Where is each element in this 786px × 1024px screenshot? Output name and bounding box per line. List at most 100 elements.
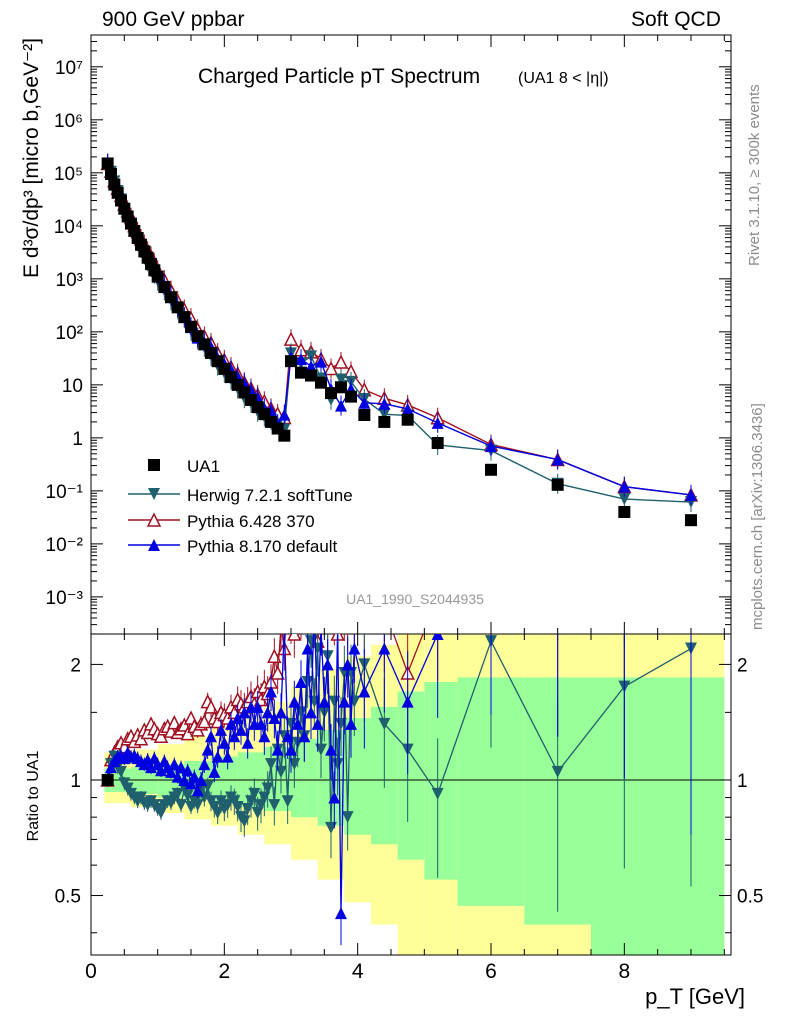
- py8-ratio-point: [305, 706, 317, 719]
- py8-ratio-point: [261, 706, 274, 719]
- py8-main-point: [278, 408, 291, 421]
- ua1-data-point: [185, 320, 197, 333]
- py8-ratio-point: [271, 743, 284, 756]
- ua1-ratio-point: [101, 773, 114, 786]
- py8-ratio-point: [165, 765, 177, 778]
- py8-ratio-point: [178, 773, 191, 786]
- py8-main-point: [401, 402, 414, 415]
- py8-ratio-point: [275, 706, 287, 719]
- py6-ratio-point: [295, 608, 307, 620]
- py8-ratio-point: [258, 730, 271, 743]
- py8-main-point: [431, 416, 444, 429]
- py8-ratio-point: [318, 695, 331, 708]
- py8-ratio-point: [145, 761, 157, 774]
- ratio-series-group: [100, 591, 697, 946]
- py8-ratio-point: [315, 621, 327, 633]
- ratio-tick-label-right: 2: [737, 655, 748, 676]
- py6-ratio-point: [292, 591, 304, 603]
- ua1-data-point: [315, 376, 327, 389]
- herwig-ratio-point: [181, 789, 194, 802]
- py8-ratio-point: [278, 621, 290, 633]
- py8-ratio-point: [268, 712, 281, 725]
- py8-ratio-point: [198, 758, 211, 771]
- herwig-ratio-point: [265, 758, 277, 771]
- chart-axes: [90, 34, 732, 956]
- ua1-data-point: [345, 390, 357, 403]
- herwig-ratio-point: [551, 765, 564, 778]
- py8-ratio-point: [321, 658, 334, 671]
- py8-main-point: [485, 440, 497, 453]
- x-tick-label: 0: [85, 960, 97, 983]
- ua1-data-point: [105, 168, 117, 181]
- py8-main-point: [551, 453, 564, 466]
- ratio-frame: [90, 633, 732, 956]
- py6-ratio-point: [153, 728, 169, 743]
- py6-ratio-point: [305, 602, 317, 614]
- py8-ratio-point: [221, 750, 234, 763]
- ua1-data-point: [171, 301, 184, 314]
- py8-ratio-point: [238, 706, 251, 719]
- ua1-data-point: [685, 514, 697, 527]
- chart-title-sub: (UA1 8 < |η|): [518, 70, 609, 87]
- chart-text: 0 2 4 6 8 10⁻³ 10⁻² 10⁻¹ 1 10 10² 10³ 10⁴ 10⁵ 10⁶ 10⁷ 0.…: [20, 38, 763, 1009]
- y-tick-label: 10⁻¹: [46, 482, 84, 503]
- ratio-tick-label-left: 2: [70, 655, 81, 676]
- py8-ratio-point: [285, 743, 297, 756]
- ua1-data-point: [305, 369, 317, 382]
- py8-ratio-point: [208, 765, 221, 778]
- ua1-data-point: [335, 381, 347, 394]
- legend-marker-py8: [148, 539, 160, 551]
- ua1-data-point: [121, 210, 134, 223]
- py8-ratio-point: [345, 717, 357, 730]
- py8-ratio-point: [171, 770, 184, 783]
- y-tick-label: 10⁻³: [46, 588, 84, 609]
- py8-ratio-point: [358, 685, 371, 698]
- py8-main-point: [618, 480, 631, 493]
- py8-ratio-point: [685, 591, 697, 603]
- legend-label-ua1: UA1: [187, 457, 220, 476]
- py8-ratio-point: [235, 723, 247, 736]
- y-tick-label: 10⁴: [54, 217, 83, 238]
- herwig-ratio-point: [191, 799, 204, 812]
- ratio-tick-label-right: 0.5: [737, 887, 763, 908]
- py8-ratio-point: [175, 761, 187, 774]
- py8-ratio-point: [168, 758, 181, 771]
- herwig-ratio-point: [261, 782, 274, 795]
- py8-ratio-point: [485, 602, 497, 614]
- analysis-tag: UA1_1990_S2044935: [346, 591, 484, 607]
- band-inner-bin: [591, 677, 725, 955]
- py8-ratio-point: [338, 695, 351, 708]
- py8-main-point: [305, 360, 317, 373]
- py6-ratio-point: [298, 591, 310, 603]
- py6-ratio-point: [485, 591, 497, 603]
- py8-ratio-point: [105, 761, 117, 774]
- py6-ratio-point: [318, 591, 330, 603]
- herwig-ratio-point: [328, 695, 341, 708]
- py6-main-point: [283, 331, 299, 346]
- header-left: 900 GeV ppbar: [102, 8, 245, 31]
- y-tick-label: 10⁻²: [46, 535, 84, 556]
- py8-ratio-point: [552, 591, 564, 603]
- py6-ratio-point: [302, 621, 314, 633]
- py8-main-point: [378, 397, 391, 410]
- band-inner-bin: [424, 681, 458, 880]
- legend-marker-py6: [146, 512, 162, 527]
- herwig-ratio-point: [268, 799, 281, 812]
- herwig-ratio-point: [341, 811, 354, 824]
- ua1-data-point: [618, 505, 631, 518]
- py8-ratio-point: [298, 730, 311, 743]
- py8-ratio-point: [325, 743, 337, 756]
- ua1-data-point: [401, 413, 414, 426]
- y-tick-label: 10⁷: [55, 58, 83, 79]
- y-axis-label-main: E d³σ/dp³ [micro b,GeV⁻²]: [20, 38, 43, 278]
- herwig-ratio-point: [171, 787, 184, 800]
- x-tick-label: 8: [618, 960, 630, 983]
- band-inner-bin: [397, 691, 425, 860]
- py6-ratio-point: [287, 634, 302, 641]
- ratio-tick-label-left: 0.5: [55, 887, 81, 908]
- ua1-data-point: [285, 355, 297, 368]
- y-tick-label: 1: [72, 429, 83, 450]
- py8-ratio-point: [341, 658, 354, 671]
- y-axis-label-ratio: Ratio to UA1: [25, 751, 42, 842]
- py8-main-point: [335, 399, 347, 412]
